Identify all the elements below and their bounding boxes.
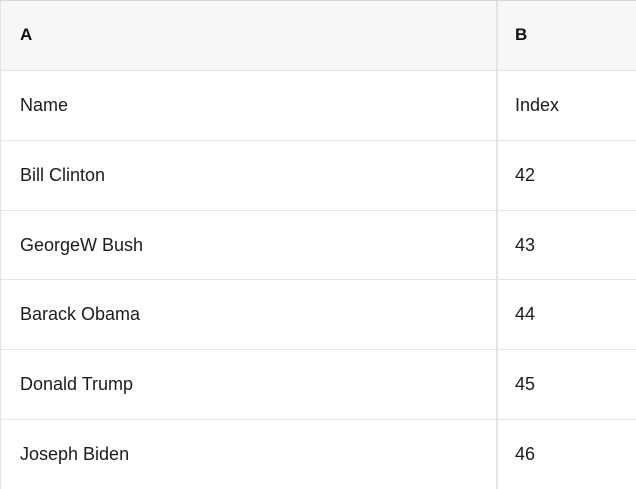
table-row: GeorgeW Bush 43 (1, 210, 636, 281)
field-header-row: Name Index (1, 70, 636, 141)
cell-name[interactable]: Joseph Biden (1, 420, 498, 489)
cell-name[interactable]: GeorgeW Bush (1, 210, 498, 280)
cell-index[interactable]: 43 (515, 234, 536, 255)
cell-name[interactable]: Bill Clinton (1, 140, 498, 210)
cell-index[interactable]: 44 (515, 304, 536, 325)
column-header-a[interactable]: A (1, 1, 498, 70)
table-row: Joseph Biden 46 (1, 420, 636, 489)
cell-field-name[interactable]: Name (1, 70, 498, 140)
column-header-b[interactable]: B (515, 25, 528, 45)
cell-index[interactable]: 45 (515, 374, 536, 395)
table-row: Bill Clinton 42 (1, 140, 636, 211)
cell-name[interactable]: Donald Trump (1, 350, 498, 420)
column-header-row: A B (1, 1, 636, 71)
table-row: Barack Obama 44 (1, 280, 636, 351)
cell-name[interactable]: Barack Obama (1, 280, 498, 350)
table-row: Donald Trump 45 (1, 350, 636, 421)
cell-index[interactable]: 42 (515, 164, 536, 185)
cell-index[interactable]: 46 (515, 444, 536, 465)
cell-field-index[interactable]: Index (515, 94, 560, 115)
